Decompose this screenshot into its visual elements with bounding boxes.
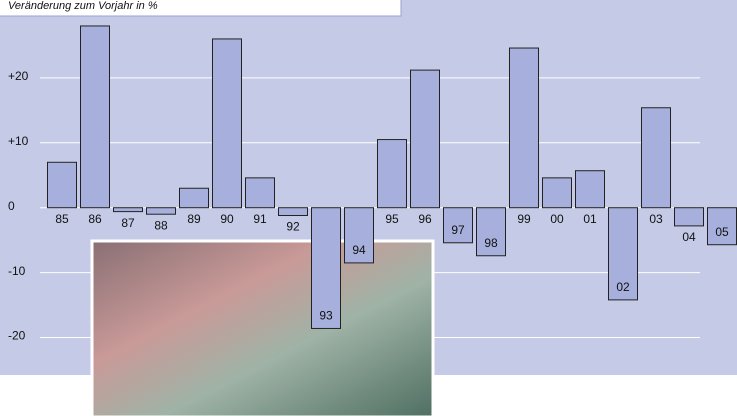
x-tick-label: 90	[220, 212, 234, 226]
bar	[47, 161, 77, 209]
bar	[542, 177, 572, 209]
y-tick-label: -10	[8, 264, 26, 278]
x-tick-label: 88	[154, 218, 168, 232]
x-tick-label: 03	[649, 212, 663, 226]
subtitle-box	[0, 0, 402, 17]
x-tick-label: 02	[616, 280, 630, 294]
x-tick-label: 92	[286, 220, 300, 234]
x-tick-label: 97	[451, 223, 465, 237]
x-tick-label: 01	[583, 212, 597, 226]
bar	[344, 207, 374, 264]
bar	[641, 107, 671, 209]
x-tick-label: 99	[517, 212, 531, 226]
bar	[278, 207, 308, 217]
bar	[146, 207, 176, 215]
bar	[443, 207, 473, 244]
x-tick-label: 86	[88, 212, 102, 226]
bar	[113, 207, 143, 213]
x-tick-label: 91	[253, 212, 267, 226]
x-tick-label: 96	[418, 212, 432, 226]
money-photo	[90, 239, 435, 416]
x-tick-label: 98	[484, 236, 498, 250]
x-tick-label: 95	[385, 212, 399, 226]
x-tick-label: 89	[187, 212, 201, 226]
x-tick-label: 93	[319, 309, 333, 323]
bar	[311, 207, 341, 329]
bar	[509, 47, 539, 209]
y-tick-label: 0	[8, 199, 15, 213]
bar	[245, 177, 275, 209]
y-tick-label: +10	[8, 134, 29, 148]
bar	[179, 187, 209, 209]
bar	[212, 38, 242, 209]
x-tick-label: 94	[352, 243, 366, 257]
y-tick-label: -20	[8, 329, 26, 343]
x-tick-label: 87	[121, 216, 135, 230]
x-tick-label: 04	[682, 230, 696, 244]
bar	[377, 139, 407, 209]
bar	[575, 170, 605, 209]
x-tick-label: 05	[715, 225, 729, 239]
bar	[80, 25, 110, 209]
bar	[608, 207, 638, 301]
x-tick-label: 85	[55, 212, 69, 226]
subtitle: Veränderung zum Vorjahr in %	[8, 0, 158, 12]
bar	[476, 207, 506, 257]
y-tick-label: +20	[8, 69, 29, 83]
bar	[410, 69, 440, 209]
x-tick-label: 00	[550, 212, 564, 226]
bar	[707, 207, 737, 246]
bar	[674, 207, 704, 227]
